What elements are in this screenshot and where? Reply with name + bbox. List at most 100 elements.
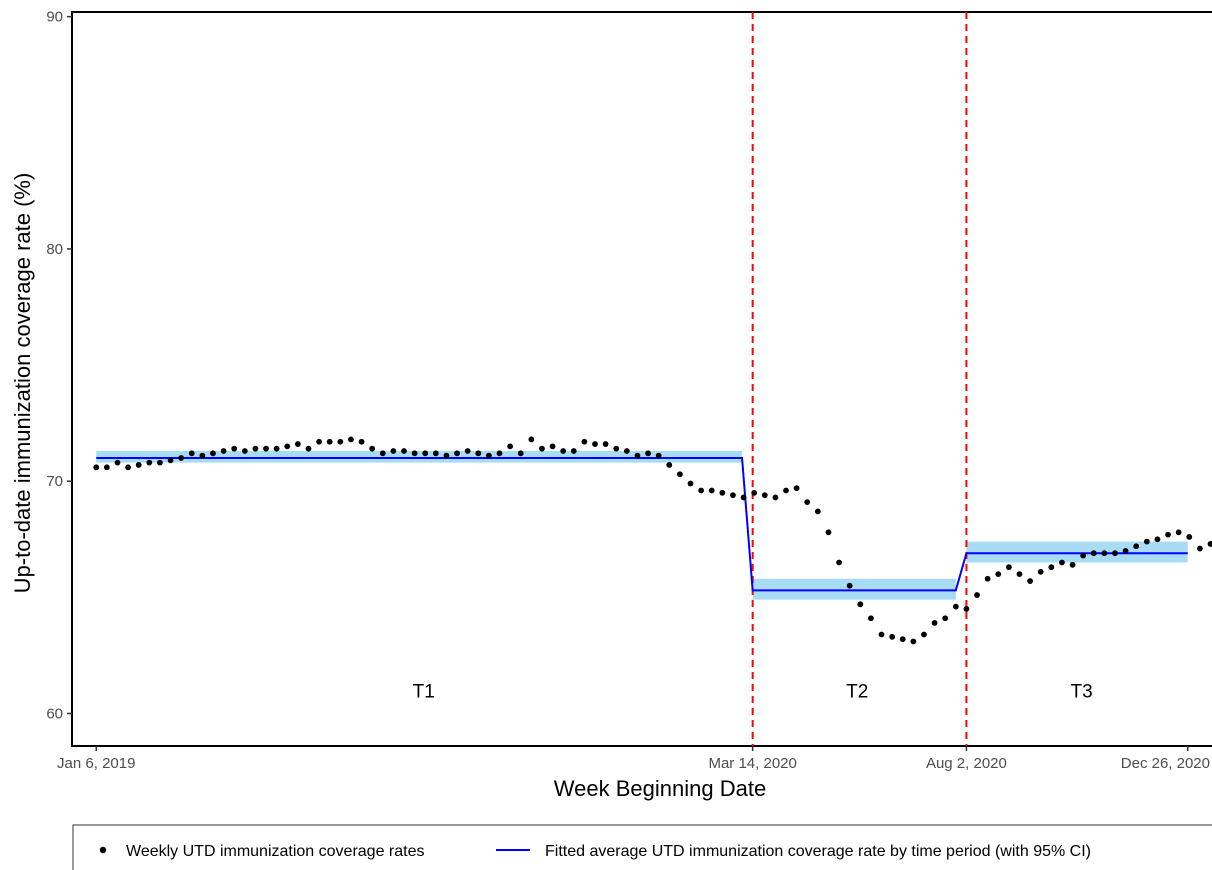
period-label-t1: T1: [413, 681, 435, 702]
data-point: [241, 448, 248, 454]
data-point: [337, 438, 344, 445]
data-point: [984, 575, 991, 582]
data-point: [1005, 564, 1012, 571]
data-point: [751, 489, 758, 496]
data-point: [730, 492, 736, 499]
data-point: [655, 452, 662, 459]
data-point: [772, 494, 779, 501]
data-point: [1133, 543, 1140, 550]
data-point: [899, 636, 906, 643]
axis-frame: [71, 11, 1212, 747]
data-point: [199, 452, 206, 459]
data-point: [210, 450, 216, 457]
data-point: [103, 464, 110, 471]
data-point: [220, 448, 227, 454]
data-point: [507, 443, 514, 450]
data-point: [1037, 568, 1044, 575]
data-point: [294, 441, 301, 447]
x-tick-label: Mar 14, 2020: [708, 755, 796, 772]
data-point: [326, 438, 333, 445]
data-point: [1154, 536, 1161, 543]
data-point: [581, 438, 588, 445]
legend: Weekly UTD immunization coverage rates F…: [72, 824, 1212, 870]
data-point: [1080, 552, 1087, 559]
data-point: [921, 631, 927, 638]
data-point: [931, 619, 938, 626]
fitted-line-layer: [96, 456, 1188, 592]
x-axis-title: Week Beginning Date: [554, 776, 766, 801]
data-point: [188, 450, 195, 457]
data-point: [114, 459, 121, 466]
period-label-t2: T2: [846, 681, 868, 702]
data-point: [1175, 529, 1182, 536]
data-point: [868, 615, 874, 622]
data-point: [560, 448, 567, 454]
data-point: [676, 471, 683, 478]
data-point: [1090, 550, 1097, 557]
data-point: [231, 445, 238, 452]
data-point: [995, 571, 1002, 578]
data-point: [263, 445, 269, 452]
y-tick-label: 90: [46, 9, 63, 26]
data-point: [358, 438, 365, 445]
data-point: [401, 448, 407, 454]
data-point: [1059, 559, 1065, 566]
data-point: [687, 480, 694, 487]
data-point: [1186, 534, 1193, 540]
data-point: [645, 450, 651, 457]
data-point: [432, 450, 439, 457]
data-point: [157, 459, 163, 466]
data-point: [814, 508, 821, 515]
data-point: [305, 445, 312, 452]
data-point: [1122, 547, 1129, 554]
data-point: [454, 450, 460, 457]
data-point: [273, 445, 280, 452]
data-point: [252, 445, 259, 452]
data-point: [1101, 550, 1108, 557]
period-label-t3: T3: [1071, 681, 1093, 702]
data-point: [592, 441, 598, 447]
data-point: [825, 529, 832, 536]
period-labels: T1 T2 T3: [413, 681, 1093, 702]
ci-band-1: [96, 451, 743, 463]
data-point: [910, 638, 917, 645]
x-tick-label: Aug 2, 2020: [926, 755, 1007, 772]
data-point: [1207, 541, 1212, 547]
data-point: [146, 459, 153, 466]
data-point: [1196, 545, 1203, 552]
x-tick-label: Jan 6, 2019: [57, 755, 135, 772]
data-point: [485, 452, 492, 459]
data-point: [93, 464, 100, 471]
data-point: [316, 438, 323, 445]
data-point: [422, 450, 429, 457]
data-point: [634, 452, 641, 459]
x-tick-label: Dec 26, 2020: [1121, 755, 1210, 772]
legend-point-symbol: [99, 846, 107, 854]
data-point: [284, 443, 291, 450]
data-point: [464, 448, 471, 454]
data-point: [475, 450, 482, 457]
data-point: [698, 487, 705, 494]
axes: [71, 11, 1212, 747]
ci-band-3: [966, 541, 1188, 563]
data-point: [1112, 550, 1118, 557]
data-point: [793, 485, 800, 492]
data-point: [443, 452, 450, 459]
data-point: [411, 450, 418, 457]
x-axis-ticks: Jan 6, 2019 Mar 14, 2020 Aug 2, 2020 Dec 26…: [57, 746, 1210, 772]
data-point: [974, 592, 980, 598]
data-point: [369, 445, 376, 452]
data-point: [1027, 578, 1033, 584]
data-point: [125, 464, 131, 471]
data-point: [857, 601, 864, 608]
data-point: [496, 450, 503, 457]
data-point: [1069, 561, 1076, 568]
weekly-points: [93, 436, 1212, 645]
data-point: [836, 559, 842, 566]
data-point: [1048, 564, 1055, 571]
data-point: [804, 499, 811, 506]
data-point: [963, 606, 970, 612]
data-point: [517, 450, 524, 457]
data-point: [348, 436, 354, 443]
data-point: [623, 448, 630, 454]
